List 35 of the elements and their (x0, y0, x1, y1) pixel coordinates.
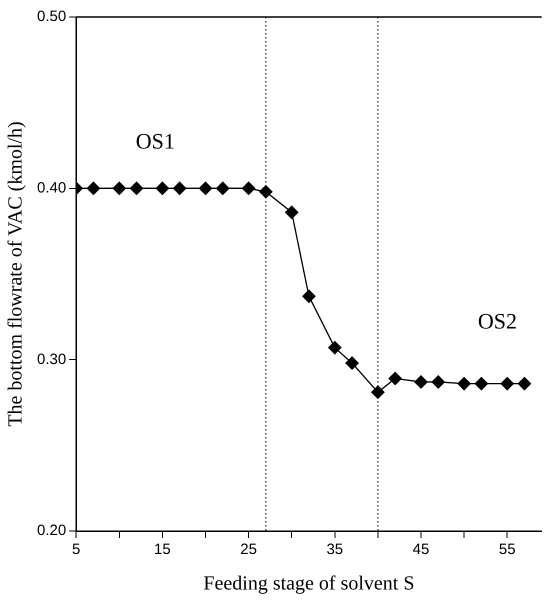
x-tick-label: 35 (326, 541, 344, 558)
x-tick-label: 45 (412, 541, 430, 558)
x-tick-label: 25 (240, 541, 257, 558)
x-tick-label: 55 (498, 541, 516, 558)
point (432, 375, 445, 389)
point (388, 372, 402, 386)
point (216, 182, 230, 195)
point (156, 182, 170, 195)
point (474, 377, 488, 390)
point (86, 182, 100, 195)
y-tick-label: 0.30 (36, 350, 66, 368)
point (130, 182, 144, 195)
point (457, 377, 471, 390)
x-axis-title: Feeding stage of solvent S (203, 572, 414, 594)
point (242, 182, 256, 195)
point (198, 182, 212, 195)
annotation: OS2 (478, 308, 518, 334)
point (371, 386, 385, 399)
y-axis-title: The bottom flowrate of VAC (kmol/h) (4, 121, 26, 427)
annotation: OS1 (136, 128, 175, 154)
point (285, 206, 298, 219)
point (500, 377, 514, 390)
point (259, 185, 272, 198)
y-tick-label: 0.20 (36, 522, 66, 540)
point (518, 377, 532, 390)
point (172, 182, 186, 195)
point (302, 290, 316, 303)
y-tick-label: 0.50 (36, 8, 66, 26)
point (345, 356, 359, 370)
point (112, 182, 126, 195)
x-tick-label: 15 (154, 541, 171, 558)
x-tick-label: 5 (72, 541, 80, 558)
point (414, 375, 428, 389)
point (328, 341, 342, 354)
y-tick-label: 0.40 (36, 179, 66, 196)
